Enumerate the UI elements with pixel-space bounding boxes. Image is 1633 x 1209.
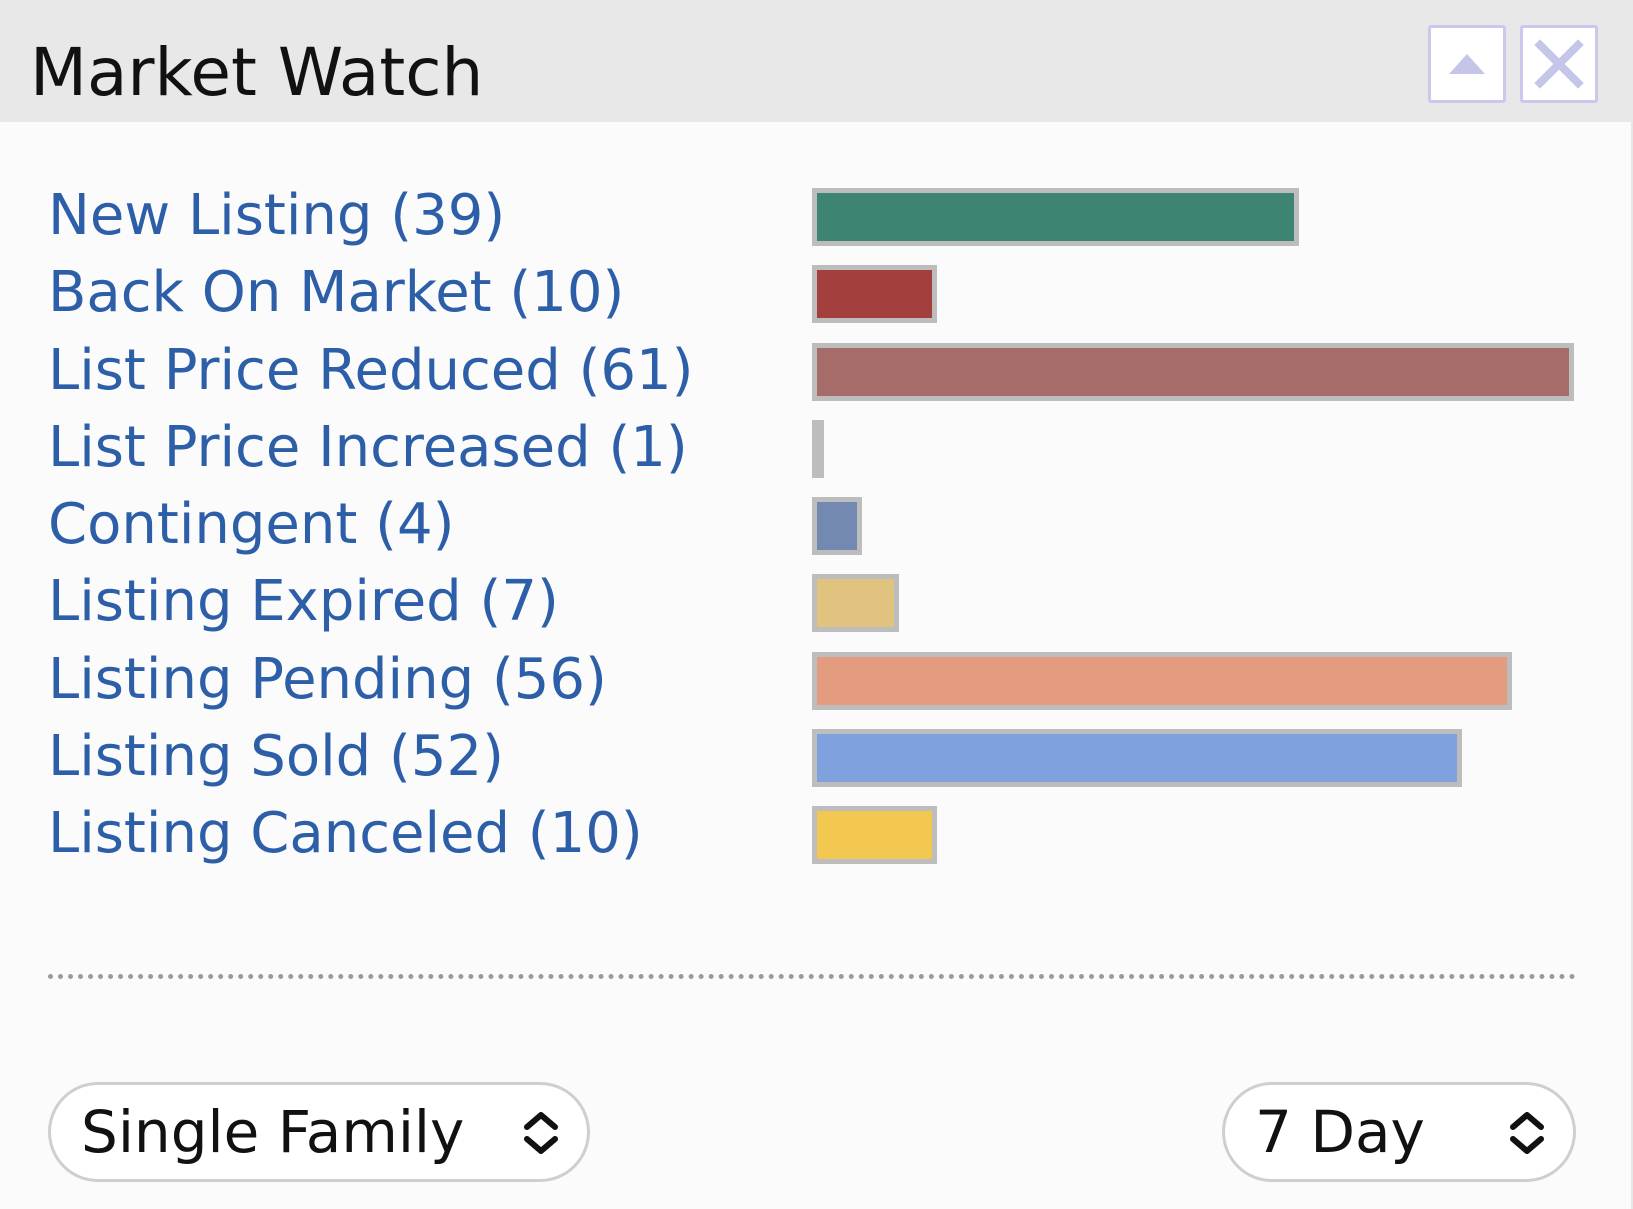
up-down-chevron-icon <box>1510 1112 1544 1154</box>
property-type-value: Single Family <box>81 1098 465 1166</box>
stat-link[interactable]: Listing Canceled (10) <box>48 801 643 866</box>
stat-link[interactable]: Contingent (4) <box>48 492 455 557</box>
stat-bar[interactable] <box>812 497 862 555</box>
title-bar: Market Watch <box>0 0 1633 122</box>
stat-link[interactable]: List Price Reduced (61) <box>48 337 694 403</box>
close-x-icon <box>1534 39 1584 89</box>
stat-link[interactable]: New Listing (39) <box>48 183 506 248</box>
stat-bar[interactable] <box>812 265 937 324</box>
stat-link[interactable]: Listing Expired (7) <box>48 569 559 635</box>
stat-bar[interactable] <box>812 728 1462 787</box>
widget-title: Market Watch <box>30 34 484 111</box>
close-button[interactable] <box>1520 25 1598 103</box>
stat-bar[interactable] <box>812 806 937 864</box>
stat-bar[interactable] <box>812 419 824 478</box>
stat-bar[interactable] <box>812 342 1574 401</box>
stat-link[interactable]: Listing Sold (52) <box>48 723 504 789</box>
triangle-up-icon <box>1449 54 1485 74</box>
stat-bar[interactable] <box>812 188 1299 246</box>
stat-bar[interactable] <box>812 574 899 633</box>
stat-bar[interactable] <box>812 651 1512 710</box>
collapse-button[interactable] <box>1428 25 1506 103</box>
stat-link[interactable]: Listing Pending (56) <box>48 646 607 712</box>
up-down-chevron-icon <box>524 1112 558 1154</box>
time-range-select[interactable]: 7 Day <box>1222 1082 1576 1182</box>
stat-link[interactable]: Back On Market (10) <box>48 260 625 326</box>
time-range-value: 7 Day <box>1255 1098 1425 1166</box>
property-type-select[interactable]: Single Family <box>48 1082 590 1182</box>
divider <box>48 974 1576 979</box>
stat-link[interactable]: List Price Increased (1) <box>48 414 688 480</box>
